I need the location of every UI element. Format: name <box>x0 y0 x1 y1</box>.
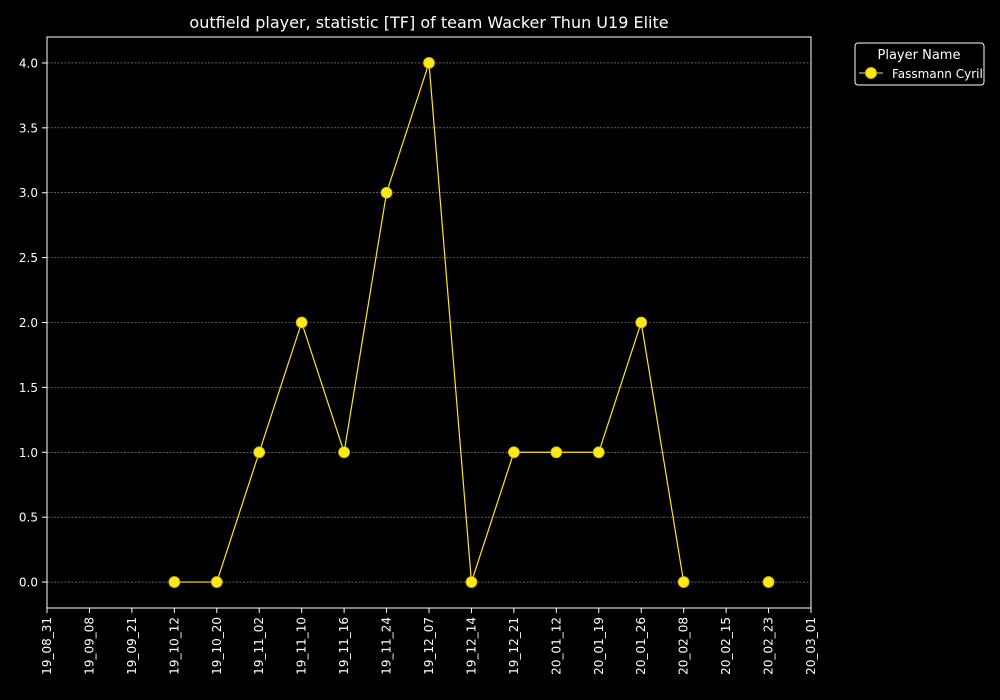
x-axis: 19_08_31 19_09_08 19_09_21 19_10_12 19_10_20… <box>40 608 818 675</box>
grid-lines <box>47 62 811 583</box>
data-point <box>762 576 775 588</box>
x-tick-label: 19_09_21 <box>125 617 139 675</box>
data-point <box>677 576 690 588</box>
x-tick-label: 20_01_12 <box>549 617 563 675</box>
x-tick-label: 20_01_26 <box>634 617 648 675</box>
x-tick-label: 19_11_02 <box>252 617 266 675</box>
legend-point-marker <box>865 67 877 79</box>
data-point <box>338 446 351 459</box>
legend-series-label: Fassmann Cyril <box>892 67 983 81</box>
x-tick-label: 19_11_24 <box>380 617 394 675</box>
x-tick-label: 20_02_23 <box>762 617 776 675</box>
y-tick-label: 0.5 <box>19 511 38 525</box>
y-tick-label: 2.0 <box>19 316 38 330</box>
y-tick-label: 2.5 <box>19 251 38 265</box>
data-point <box>295 316 308 329</box>
x-tick-label: 20_02_08 <box>677 617 691 675</box>
y-axis: 0.0 0.5 1.0 1.5 2.0 2.5 3.0 3.5 4.0 <box>19 56 47 590</box>
data-point <box>423 57 435 69</box>
y-tick-label: 0.0 <box>19 576 38 590</box>
chart-title: outfield player, statistic [TF] of team … <box>189 13 668 32</box>
x-tick-label: 19_10_20 <box>210 617 224 675</box>
series-points <box>168 57 775 588</box>
x-tick-label: 19_12_07 <box>422 617 436 675</box>
x-tick-label: 20_01_19 <box>592 617 606 675</box>
legend-box <box>854 42 985 86</box>
data-point <box>380 186 393 199</box>
x-tick-label: 20_03_01 <box>804 617 818 675</box>
legend: Player Name Fassmann Cyril <box>854 42 985 86</box>
data-point <box>168 576 181 588</box>
y-tick-label: 1.0 <box>19 446 38 460</box>
y-tick-label: 3.5 <box>19 121 38 135</box>
y-tick-label: 4.0 <box>19 56 38 70</box>
data-point <box>210 576 223 588</box>
x-tick-label: 20_02_15 <box>719 617 733 675</box>
x-tick-label: 19_11_16 <box>337 617 351 675</box>
x-tick-label: 19_12_21 <box>507 617 521 675</box>
y-tick-label: 1.5 <box>19 381 38 395</box>
data-point <box>550 446 563 459</box>
data-point <box>592 446 605 459</box>
x-tick-label: 19_08_31 <box>40 617 54 675</box>
data-point <box>635 316 648 329</box>
x-tick-label: 19_09_08 <box>82 617 96 675</box>
legend-title: Player Name <box>878 48 961 63</box>
data-point <box>507 446 520 459</box>
x-tick-label: 19_12_14 <box>464 617 478 675</box>
y-tick-label: 3.0 <box>19 186 38 200</box>
data-point <box>253 446 266 459</box>
x-tick-label: 19_11_10 <box>295 617 309 675</box>
x-tick-label: 19_10_12 <box>167 617 181 675</box>
data-point <box>465 576 478 588</box>
